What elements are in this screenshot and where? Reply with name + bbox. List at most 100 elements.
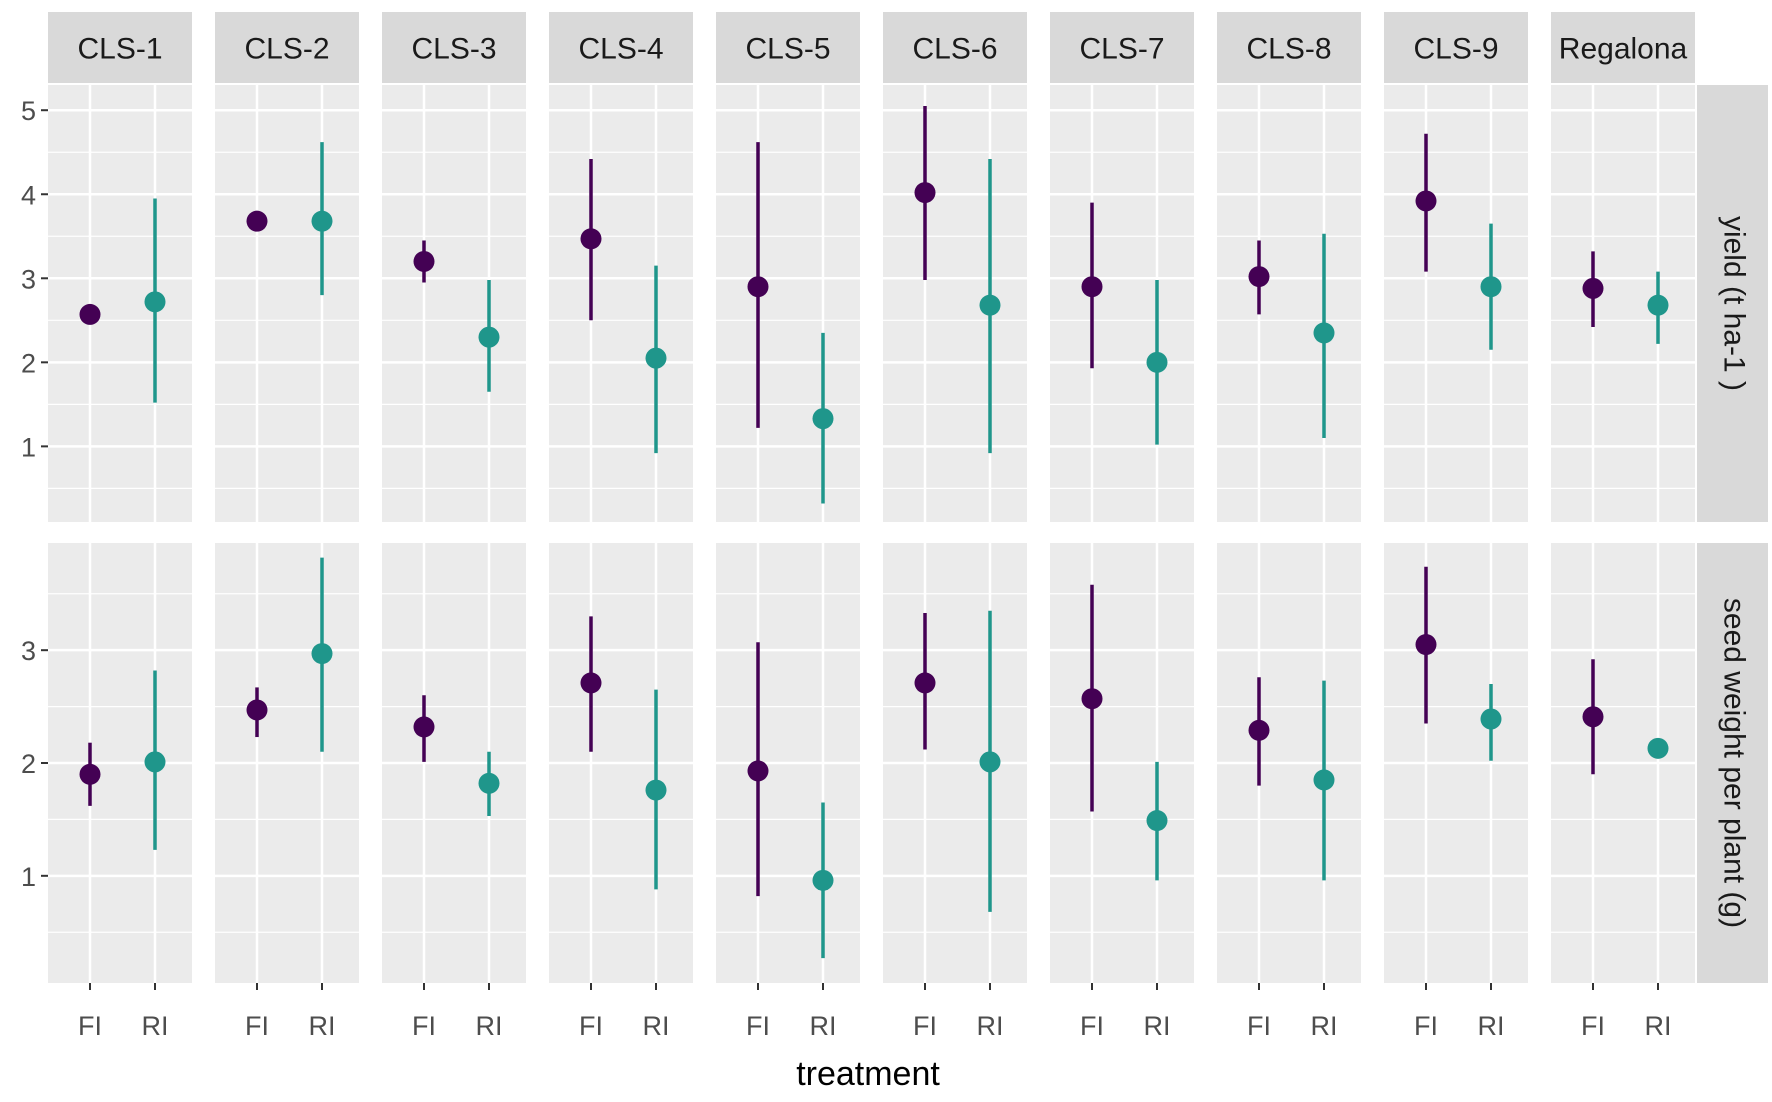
row-1-cls-4-panel	[549, 85, 693, 522]
row-1-strip	[1697, 85, 1768, 522]
facet-strip-regalona	[1551, 12, 1695, 83]
xtick-label-cls-2-fi: FI	[245, 1011, 269, 1041]
row-1-cls-7-fi-point	[1081, 276, 1103, 298]
facet-strip-cls-4	[549, 12, 693, 83]
row-1-cls-5-fi-point	[747, 276, 769, 298]
row-1-cls-5-panel	[716, 85, 860, 522]
row-2-cls-6-ri-point	[979, 751, 1001, 773]
xtick-label-cls-4-ri: RI	[643, 1011, 670, 1041]
row-1-cls-1-panel	[48, 85, 192, 522]
row-2-cls-9-fi-point	[1415, 634, 1437, 656]
facet-label-cls-9: CLS-9	[1413, 33, 1498, 66]
row-1-cls-5-ri-point	[812, 408, 834, 430]
row-1-cls-6-fi-point	[914, 182, 936, 204]
facet-strip-cls-5	[716, 12, 860, 83]
xtick-label-cls-3-ri: RI	[476, 1011, 503, 1041]
row-2-cls-7-fi-point	[1081, 688, 1103, 710]
facet-strip-cls-2	[215, 12, 359, 83]
row-2-ytick-label: 2	[21, 749, 36, 779]
facet-strip-cls-6	[883, 12, 1027, 83]
row-1-cls-6-panel	[883, 85, 1027, 522]
xtick-label-cls-7-ri: RI	[1144, 1011, 1171, 1041]
row-1-regalona-panel	[1551, 85, 1695, 522]
facet-label-regalona: Regalona	[1559, 33, 1688, 66]
row-1-regalona-ri-point	[1647, 294, 1669, 316]
xtick-label-cls-1-ri: RI	[142, 1011, 169, 1041]
row-1-cls-9-fi-point	[1415, 190, 1437, 212]
row-1-cls-8-panel	[1217, 85, 1361, 522]
facet-strip-cls-1	[48, 12, 192, 83]
xtick-label-cls-1-fi: FI	[78, 1011, 102, 1041]
row-2-cls-3-fi-point	[413, 716, 435, 738]
row-2-cls-5-ri-point	[812, 869, 834, 891]
row-1-cls-1-fi-point	[79, 303, 101, 325]
row-1-cls-3-fi-point	[413, 250, 435, 272]
row-1-cls-4-fi-point	[580, 228, 602, 250]
xtick-label-cls-6-fi: FI	[913, 1011, 937, 1041]
facet-strip-cls-9	[1384, 12, 1528, 83]
facet-label-cls-1: CLS-1	[77, 33, 162, 66]
row-1-cls-1-ri-point	[144, 291, 166, 313]
row-1-cls-8-ri-point	[1313, 322, 1335, 344]
facet-label-cls-2: CLS-2	[244, 33, 329, 66]
row-1-cls-2-panel	[215, 85, 359, 522]
row-1-cls-7-panel	[1050, 85, 1194, 522]
facet-label-cls-7: CLS-7	[1079, 33, 1164, 66]
row-1-regalona-fi-point	[1582, 277, 1604, 299]
row-2-cls-4-ri-point	[645, 779, 667, 801]
row-2-cls-1-ri-point	[144, 751, 166, 773]
row-1-cls-3-panel	[382, 85, 526, 522]
row-1-cls-9-ri-point	[1480, 276, 1502, 298]
facet-panels: CLS-1 CLS-2 CLS-3 CLS-4 CLS-5 CLS-6 CLS-7 CLS-8…	[21, 12, 1768, 1041]
row-2-cls-1-fi-point	[79, 763, 101, 785]
facet-label-cls-6: CLS-6	[912, 33, 997, 66]
row-2-ytick-label: 3	[21, 636, 36, 666]
row-1-cls-4-ri-point	[645, 347, 667, 369]
xtick-label-cls-8-ri: RI	[1311, 1011, 1338, 1041]
x-axis-title: treatment	[796, 1055, 940, 1093]
xtick-label-regalona-ri: RI	[1645, 1011, 1672, 1041]
row-1-cls-7-ri-point	[1146, 351, 1168, 373]
row-2-cls-3-ri-point	[478, 772, 500, 794]
xtick-label-cls-8-fi: FI	[1247, 1011, 1271, 1041]
row-2-cls-4-fi-point	[580, 672, 602, 694]
facet-strip-cls-8	[1217, 12, 1361, 83]
row-1-cls-2-fi-point	[246, 210, 268, 232]
row-2-cls-2-fi-point	[246, 699, 268, 721]
facet-label-cls-4: CLS-4	[578, 33, 663, 66]
facet-strip-cls-7	[1050, 12, 1194, 83]
xtick-label-cls-5-ri: RI	[810, 1011, 837, 1041]
xtick-label-regalona-fi: FI	[1581, 1011, 1605, 1041]
facet-label-cls-3: CLS-3	[411, 33, 496, 66]
row-1-cls-2-ri-point	[311, 210, 333, 232]
row-1-ytick-label: 5	[21, 96, 36, 126]
facet-label-cls-5: CLS-5	[745, 33, 830, 66]
row-1-cls-3-ri-point	[478, 326, 500, 348]
row-1-cls-8-fi-point	[1248, 266, 1270, 288]
xtick-label-cls-2-ri: RI	[309, 1011, 336, 1041]
row-2-regalona-ri-point	[1647, 737, 1669, 759]
row-1-cls-9-panel	[1384, 85, 1528, 522]
row-2-cls-7-ri-point	[1146, 810, 1168, 832]
xtick-label-cls-3-fi: FI	[412, 1011, 436, 1041]
row-1-strip-label: yield (t ha-1 )	[1718, 216, 1751, 391]
row-2-strip-label: seed weight per plant (g)	[1718, 598, 1751, 928]
facet-strip-cls-3	[382, 12, 526, 83]
xtick-label-cls-9-fi: FI	[1414, 1011, 1438, 1041]
xtick-label-cls-7-fi: FI	[1080, 1011, 1104, 1041]
row-1-ytick-label: 1	[21, 432, 36, 462]
row-2-cls-5-fi-point	[747, 760, 769, 782]
row-2-cls-6-fi-point	[914, 672, 936, 694]
xtick-label-cls-5-fi: FI	[746, 1011, 770, 1041]
xtick-label-cls-4-fi: FI	[579, 1011, 603, 1041]
facet-label-cls-8: CLS-8	[1246, 33, 1331, 66]
row-2-cls-8-ri-point	[1313, 769, 1335, 791]
row-1-ytick-label: 2	[21, 348, 36, 378]
row-2-cls-2-ri-point	[311, 643, 333, 665]
row-2-ytick-label: 1	[21, 862, 36, 892]
row-1-ytick-label: 3	[21, 264, 36, 294]
row-1-ytick-label: 4	[21, 180, 36, 210]
row-1-cls-6-ri-point	[979, 294, 1001, 316]
xtick-label-cls-9-ri: RI	[1478, 1011, 1505, 1041]
